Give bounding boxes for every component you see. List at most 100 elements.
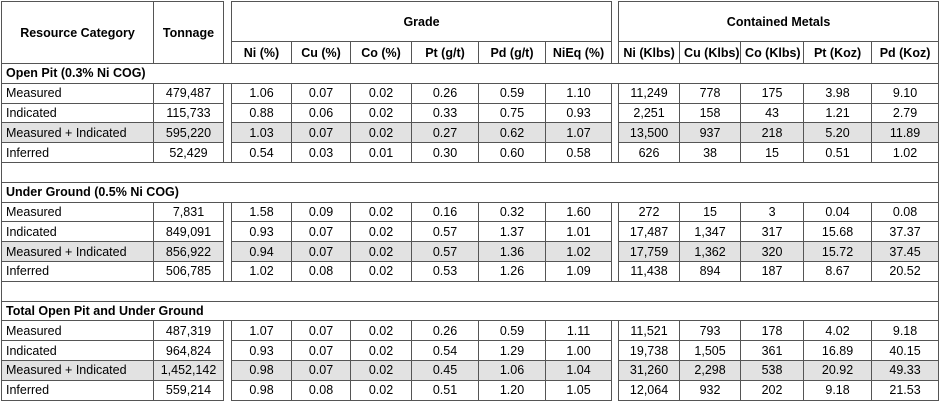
- value-cell: 0.33: [411, 102, 479, 124]
- value-cell: 0.59: [478, 82, 546, 104]
- data-row: Indicated 964,824 0.93 0.07 0.02 0.54 1.29 1.00…: [1, 340, 940, 361]
- value-cell: 479,487: [153, 82, 224, 104]
- value-cell: 15: [679, 201, 742, 223]
- value-cell: 0.94: [231, 241, 292, 262]
- value-cell: 5.20: [803, 122, 873, 144]
- value-cell: 0.75: [478, 102, 546, 124]
- section-title: Under Ground (0.5% Ni COG): [0, 181, 940, 203]
- value-cell: 0.06: [291, 102, 351, 124]
- value-cell: 0.57: [411, 221, 479, 243]
- category-cell: Indicated: [1, 102, 154, 124]
- value-cell: 0.26: [411, 320, 479, 342]
- gap: [223, 320, 232, 341]
- value-cell: 9.10: [871, 82, 940, 104]
- value-cell: 1.37: [478, 221, 546, 243]
- value-cell: 1.06: [478, 359, 546, 381]
- value-cell: 1.05: [544, 379, 613, 401]
- gap: [611, 1, 620, 64]
- value-cell: 0.02: [350, 359, 412, 381]
- value-cell: 0.02: [350, 221, 412, 243]
- value-cell: 187: [740, 260, 805, 282]
- gap: [611, 380, 620, 401]
- value-cell: 49.33: [871, 359, 940, 381]
- value-cell: 15.72: [803, 241, 873, 262]
- value-cell: 37.45: [871, 241, 940, 262]
- value-cell: 1.20: [478, 379, 546, 401]
- value-cell: 9.18: [871, 320, 940, 342]
- value-cell: 1.02: [871, 142, 940, 163]
- gap: [611, 340, 620, 361]
- gap: [611, 261, 620, 282]
- section-row: Under Ground (0.5% Ni COG): [0, 181, 940, 203]
- value-cell: 0.08: [291, 379, 351, 401]
- value-cell: 487,319: [153, 320, 224, 342]
- value-cell: 0.30: [411, 142, 479, 163]
- value-cell: 626: [618, 142, 681, 163]
- value-cell: 0.02: [350, 340, 412, 361]
- gap: [611, 221, 620, 242]
- value-cell: 1.21: [803, 102, 873, 124]
- gap: [611, 83, 620, 104]
- value-cell: 1.36: [478, 241, 546, 262]
- value-cell: 793: [679, 320, 742, 342]
- value-cell: 0.98: [231, 359, 292, 381]
- header-cell: Ni (Klbs): [618, 41, 681, 64]
- value-cell: 937: [679, 122, 742, 144]
- value-cell: 8.67: [803, 260, 873, 282]
- header-cell: Co (%): [350, 41, 412, 64]
- value-cell: 0.08: [291, 260, 351, 282]
- value-cell: 0.04: [803, 201, 873, 223]
- value-cell: 13,500: [618, 122, 681, 144]
- gap: [223, 380, 232, 401]
- value-cell: 932: [679, 379, 742, 401]
- value-cell: 0.60: [478, 142, 546, 163]
- value-cell: 849,091: [153, 221, 224, 243]
- value-cell: 317: [740, 221, 805, 243]
- gap: [223, 360, 232, 381]
- data-row: Inferred 506,785 1.02 0.08 0.02 0.53 1.26 1.09 1…: [1, 260, 940, 282]
- header-cell: Pd (g/t): [478, 41, 546, 64]
- value-cell: 0.54: [411, 340, 479, 361]
- data-row: Indicated 115,733 0.88 0.06 0.02 0.33 0.75 0.93…: [1, 102, 940, 124]
- gap: [223, 202, 232, 222]
- data-row: Measured 479,487 1.06 0.07 0.02 0.26 0.59 1.10 1…: [1, 82, 940, 104]
- value-cell: 1.02: [544, 241, 613, 262]
- value-cell: 0.07: [291, 340, 351, 361]
- value-cell: 538: [740, 359, 805, 381]
- value-cell: 9.18: [803, 379, 873, 401]
- value-cell: 0.54: [231, 142, 292, 163]
- value-cell: 11,249: [618, 82, 681, 104]
- value-cell: 37.37: [871, 221, 940, 243]
- value-cell: 11,521: [618, 320, 681, 342]
- category-cell: Indicated: [1, 340, 154, 361]
- value-cell: 0.02: [350, 241, 412, 262]
- header-cell: NiEq (%): [544, 41, 613, 64]
- value-cell: 202: [740, 379, 805, 401]
- value-cell: 1,505: [679, 340, 742, 361]
- value-cell: 272: [618, 201, 681, 223]
- header-cell: Cu (Klbs): [679, 41, 742, 64]
- header-cell: Pt (g/t): [411, 41, 479, 64]
- value-cell: 0.45: [411, 359, 479, 381]
- value-cell: 11.89: [871, 122, 940, 144]
- value-cell: 1,362: [679, 241, 742, 262]
- value-cell: 0.16: [411, 201, 479, 223]
- category-cell: Measured: [1, 201, 154, 223]
- gap: [611, 241, 620, 262]
- value-cell: 7,831: [153, 201, 224, 223]
- value-cell: 964,824: [153, 340, 224, 361]
- value-cell: 0.59: [478, 320, 546, 342]
- value-cell: 12,064: [618, 379, 681, 401]
- value-cell: 0.93: [231, 221, 292, 243]
- value-cell: 559,214: [153, 379, 224, 401]
- value-cell: 40.15: [871, 340, 940, 361]
- value-cell: 0.51: [411, 379, 479, 401]
- header-cell: Cu (%): [291, 41, 351, 64]
- value-cell: 1.11: [544, 320, 613, 342]
- value-cell: 0.08: [871, 201, 940, 223]
- value-cell: 15.68: [803, 221, 873, 243]
- category-cell: Indicated: [1, 221, 154, 243]
- section-row: Open Pit (0.3% Ni COG): [0, 63, 940, 84]
- value-cell: 0.07: [291, 221, 351, 243]
